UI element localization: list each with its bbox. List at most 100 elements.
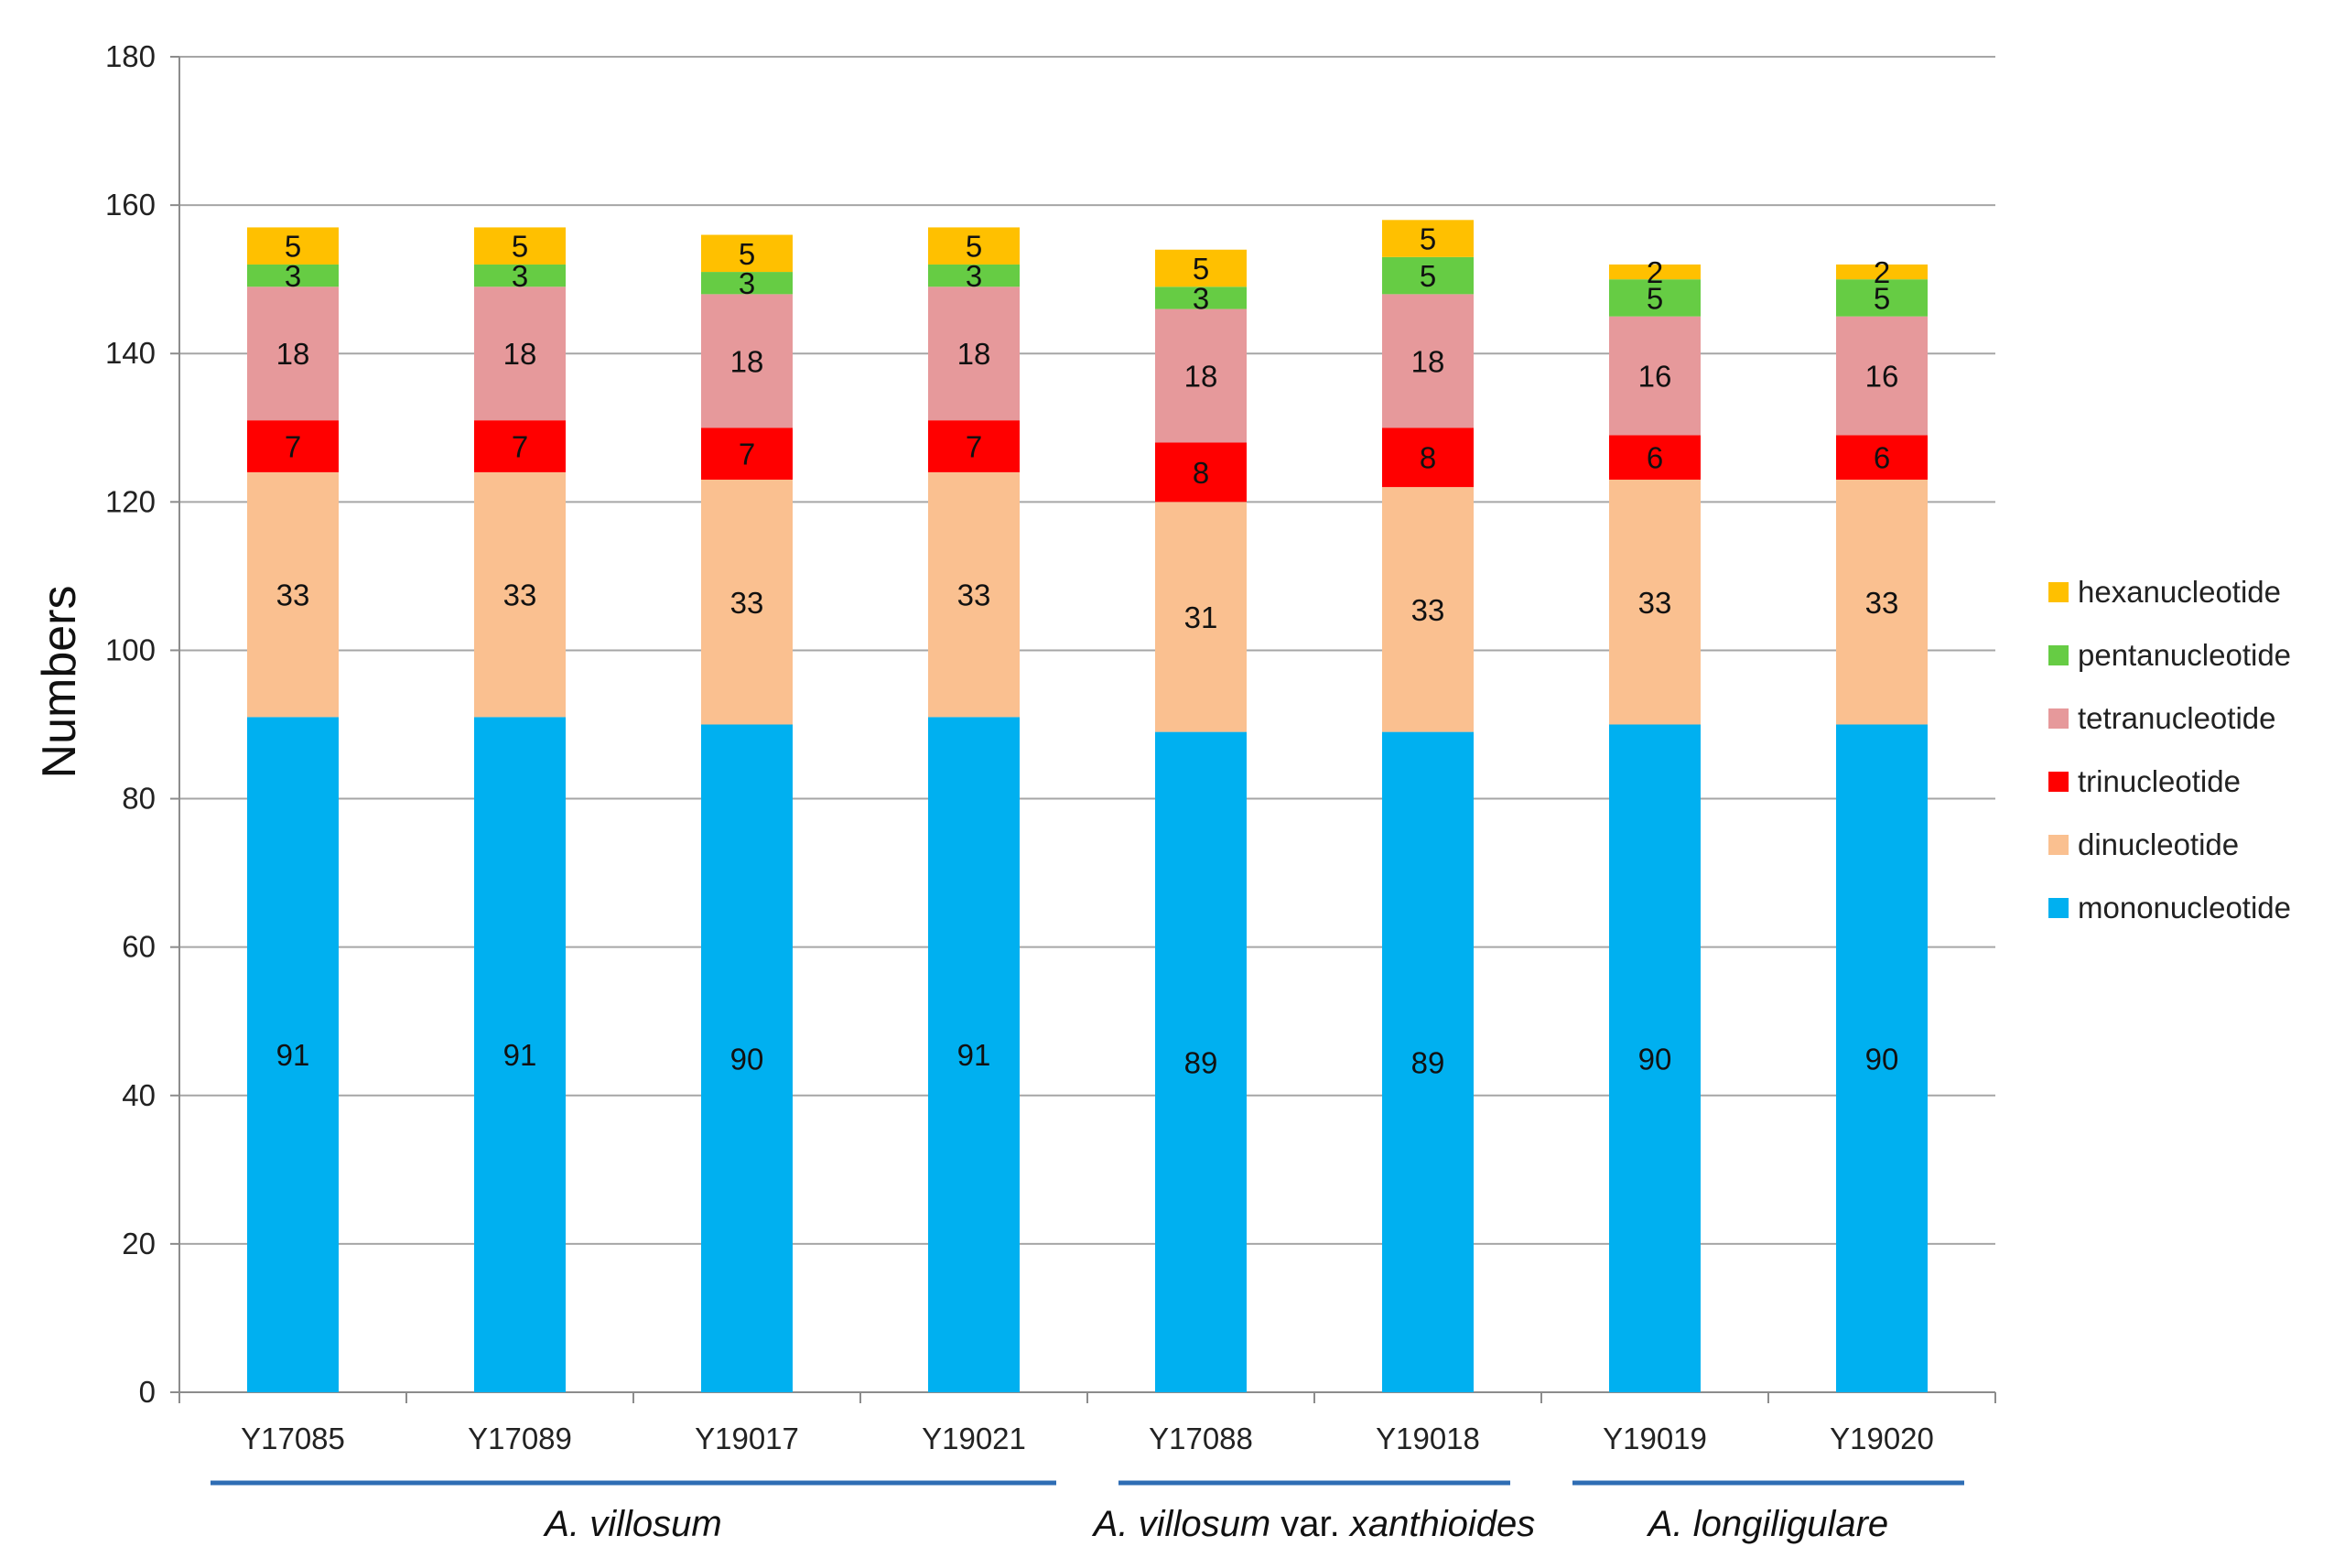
bar-segment-trinucleotide xyxy=(1382,427,1474,488)
data-label: 33 xyxy=(503,579,537,612)
y-tick-label: 40 xyxy=(122,1078,156,1112)
bar-segment-tetranucleotide xyxy=(1382,294,1474,428)
bar-segment-tetranucleotide xyxy=(928,287,1020,421)
data-label: 6 xyxy=(1647,441,1663,475)
data-label: 16 xyxy=(1865,360,1899,394)
bar-segment-tetranucleotide xyxy=(701,294,793,428)
legend-label: tetranucleotide xyxy=(2078,701,2275,735)
data-label: 18 xyxy=(503,337,537,371)
bar-segment-pentanucleotide xyxy=(928,264,1020,287)
bar-segment-mononucleotide xyxy=(928,717,1020,1392)
data-label: 33 xyxy=(1638,586,1672,620)
bar-segment-mononucleotide xyxy=(247,717,339,1392)
y-tick-label: 140 xyxy=(105,336,156,370)
y-tick-label: 120 xyxy=(105,484,156,518)
data-label: 18 xyxy=(1411,344,1445,378)
data-label: 5 xyxy=(739,237,755,271)
bar-segment-dinucleotide xyxy=(928,471,1020,718)
bar-segment-trinucleotide xyxy=(1836,435,1928,481)
data-label: 91 xyxy=(503,1038,537,1072)
data-label: 3 xyxy=(512,259,528,293)
bar-segment-tetranucleotide xyxy=(247,287,339,421)
legend: hexanucleotide pentanucleotide tetranucleo… xyxy=(2048,575,2291,925)
bar-segment-dinucleotide xyxy=(1609,480,1701,725)
data-label: 90 xyxy=(730,1042,764,1076)
data-label: 8 xyxy=(1420,441,1436,475)
y-tick-label: 180 xyxy=(105,39,156,73)
x-tick-label: Y17089 xyxy=(468,1422,572,1455)
bar-segment-mononucleotide xyxy=(474,717,566,1392)
bar-segment-hexanucleotide xyxy=(1836,264,1928,280)
gridlines xyxy=(179,56,1995,1245)
group-labels: A. villosum A. villosum var. xanthioides A… xyxy=(211,1480,1964,1544)
bar-segment-trinucleotide xyxy=(247,420,339,472)
legend-swatch-tetranucleotide xyxy=(2048,708,2069,729)
bar-segment-dinucleotide xyxy=(701,480,793,725)
x-tick-label: Y17085 xyxy=(241,1422,345,1455)
legend-swatch-trinucleotide xyxy=(2048,772,2069,792)
y-tick-label: 100 xyxy=(105,633,156,666)
bar-segment-trinucleotide xyxy=(1155,442,1247,503)
bar-segment-pentanucleotide xyxy=(474,264,566,287)
y-tick-label: 0 xyxy=(139,1375,156,1409)
bar-segment-hexanucleotide xyxy=(701,234,793,273)
data-label: 91 xyxy=(957,1038,991,1072)
data-label: 3 xyxy=(1193,281,1209,315)
legend-swatch-pentanucleotide xyxy=(2048,645,2069,665)
y-axis-title: Numbers xyxy=(33,586,86,779)
x-tick-label: Y19021 xyxy=(922,1422,1026,1455)
bar-segment-mononucleotide xyxy=(701,724,793,1392)
data-label: 18 xyxy=(730,344,764,378)
data-label: 3 xyxy=(966,259,982,293)
data-label: 6 xyxy=(1874,441,1890,475)
data-label: 2 xyxy=(1874,255,1890,289)
legend-label: pentanucleotide xyxy=(2078,638,2291,672)
data-label: 7 xyxy=(739,438,755,471)
bar-segment-pentanucleotide xyxy=(1609,279,1701,317)
data-label: 89 xyxy=(1184,1045,1218,1079)
data-label: 16 xyxy=(1638,360,1672,394)
y-tick-label: 20 xyxy=(122,1227,156,1260)
data-label: 5 xyxy=(1420,259,1436,293)
legend-label: dinucleotide xyxy=(2078,827,2239,861)
bar-segment-trinucleotide xyxy=(1609,435,1701,481)
data-label: 91 xyxy=(276,1038,310,1072)
legend-label: trinucleotide xyxy=(2078,764,2241,798)
data-label: 33 xyxy=(1865,586,1899,620)
bar-segment-pentanucleotide xyxy=(1155,287,1247,309)
bar-segment-hexanucleotide xyxy=(474,227,566,265)
legend-swatch-hexanucleotide xyxy=(2048,582,2069,602)
bar-segment-trinucleotide xyxy=(701,427,793,481)
x-tick-label: Y19020 xyxy=(1830,1422,1934,1455)
data-label: 8 xyxy=(1193,456,1209,490)
data-label: 7 xyxy=(285,430,301,464)
data-label: 90 xyxy=(1865,1042,1899,1076)
bar-segment-dinucleotide xyxy=(1836,480,1928,725)
y-tick-label: 80 xyxy=(122,782,156,816)
bar-segment-dinucleotide xyxy=(1155,502,1247,732)
data-label: 33 xyxy=(730,586,764,620)
bar-segment-tetranucleotide xyxy=(1155,308,1247,443)
x-tick-label: Y19017 xyxy=(695,1422,799,1455)
data-label: 5 xyxy=(1420,222,1436,256)
data-label: 18 xyxy=(957,337,991,371)
group-label-part: A. longiligulare xyxy=(1647,1504,1888,1544)
bar-segment-mononucleotide xyxy=(1836,724,1928,1392)
y-tick-label: 60 xyxy=(122,930,156,964)
bar-segment-tetranucleotide xyxy=(474,287,566,421)
legend-swatch-dinucleotide xyxy=(2048,835,2069,855)
bar-segment-mononucleotide xyxy=(1609,724,1701,1392)
legend-label: hexanucleotide xyxy=(2078,575,2281,609)
data-label: 33 xyxy=(276,579,310,612)
bar-segment-hexanucleotide xyxy=(928,227,1020,265)
data-label: 18 xyxy=(1184,360,1218,394)
group-label-part: A. villosum xyxy=(543,1504,721,1544)
data-label: 2 xyxy=(1647,255,1663,289)
bar-segment-pentanucleotide xyxy=(247,264,339,287)
bar-segment-dinucleotide xyxy=(247,471,339,718)
x-tick-label: Y19019 xyxy=(1603,1422,1707,1455)
group-label-part: var. xyxy=(1270,1504,1350,1544)
data-label: 18 xyxy=(276,337,310,371)
data-label: 5 xyxy=(1193,252,1209,286)
